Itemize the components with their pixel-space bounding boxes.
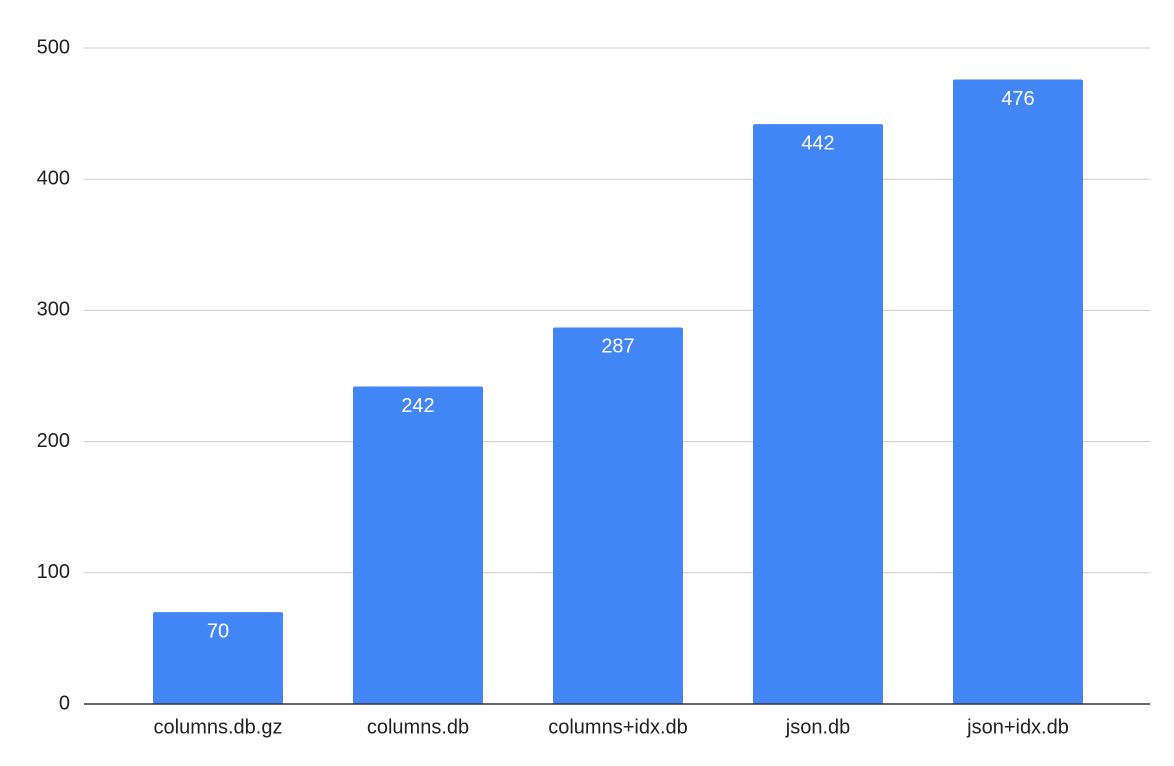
y-tick-label: 500 [37,36,70,58]
data-label: 442 [801,132,834,154]
bar [553,327,683,704]
y-tick-label: 100 [37,561,70,583]
y-tick-label: 400 [37,167,70,189]
bar [753,124,883,704]
y-tick-label: 200 [37,430,70,452]
x-tick-label: json.db [785,716,851,738]
bar [353,386,483,704]
data-label: 287 [601,336,634,358]
y-tick-label: 0 [59,692,70,714]
bar [953,79,1083,705]
bar [153,612,283,704]
x-tick-label: json+idx.db [966,716,1069,738]
data-label: 70 [207,620,229,642]
data-label: 242 [401,395,434,417]
y-tick-label: 300 [37,299,70,321]
x-tick-label: columns+idx.db [548,716,688,738]
data-label: 476 [1001,88,1034,110]
x-tick-label: columns.db.gz [154,716,283,738]
x-tick-label: columns.db [367,716,469,738]
